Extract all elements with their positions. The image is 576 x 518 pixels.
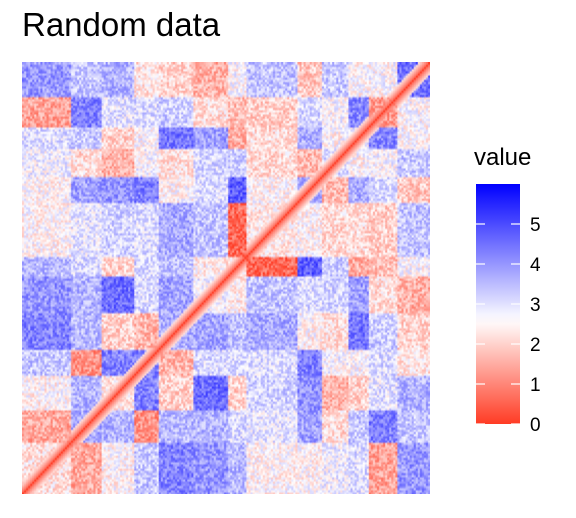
- legend-tick-label: 0: [530, 415, 541, 436]
- legend-tick-label: 1: [530, 375, 541, 396]
- legend: 0 1 2 3 4 5 value: [472, 144, 572, 436]
- legend-colorbar: 0 1 2 3 4 5: [476, 184, 541, 436]
- heatmap-cells: [22, 62, 430, 494]
- heatmap-plot: [22, 62, 430, 494]
- legend-tick-label: 3: [530, 295, 541, 316]
- legend-tick-label: 5: [530, 215, 541, 236]
- chart-title: Random data: [22, 6, 221, 43]
- legend-tick-label: 2: [530, 335, 541, 356]
- legend-tick-label: 4: [530, 255, 541, 276]
- legend-title: value: [474, 144, 532, 171]
